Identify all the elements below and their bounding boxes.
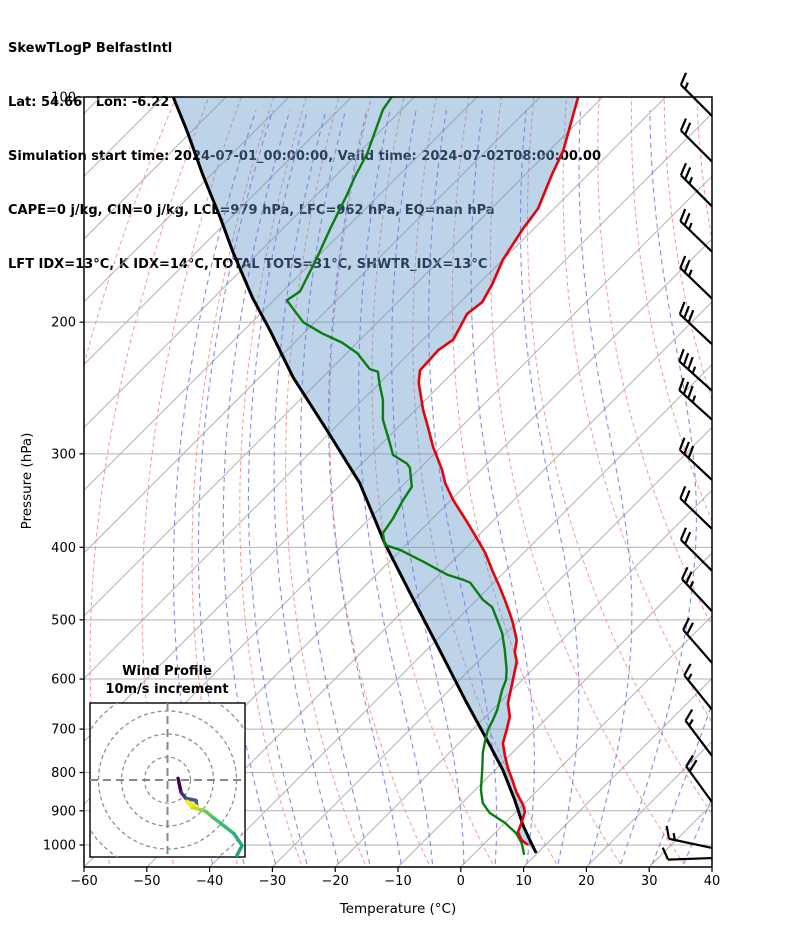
hodograph-inset bbox=[89, 702, 246, 858]
svg-text:1000: 1000 bbox=[43, 839, 76, 854]
svg-text:600: 600 bbox=[51, 673, 76, 688]
svg-text:700: 700 bbox=[51, 723, 76, 738]
svg-text:100: 100 bbox=[51, 91, 76, 106]
stability-indices: LFT IDX=13°C, K IDX=14°C, TOTAL TOTS=31°… bbox=[8, 257, 487, 272]
plot-frame: −60 −50 −40 −30 −20 −10 0 10 20 30 40 100 200 300 400 5… bbox=[43, 91, 720, 890]
parcel-curve bbox=[171, 97, 538, 854]
x-axis-label: Temperature (°C) bbox=[339, 901, 457, 917]
svg-text:−60: −60 bbox=[70, 874, 97, 889]
svg-text:10: 10 bbox=[515, 874, 532, 889]
dewpoint-curve bbox=[285, 97, 526, 856]
cape-shading bbox=[173, 97, 579, 853]
cape-indices: CAPE=0 j/kg, CIN=0 j/kg, LCL=979 hPa, LF… bbox=[8, 203, 495, 218]
svg-text:−20: −20 bbox=[321, 874, 348, 889]
svg-text:0: 0 bbox=[457, 874, 465, 889]
dry-adiabats bbox=[84, 97, 712, 865]
svg-text:800: 800 bbox=[51, 766, 76, 781]
svg-text:900: 900 bbox=[51, 804, 76, 819]
hodograph-title: Wind Profile bbox=[122, 664, 212, 679]
svg-text:−10: −10 bbox=[384, 874, 411, 889]
svg-text:−30: −30 bbox=[259, 874, 286, 889]
svg-text:20: 20 bbox=[578, 874, 595, 889]
y-axis-label: Pressure (hPa) bbox=[19, 432, 35, 530]
svg-text:−50: −50 bbox=[133, 874, 160, 889]
temperature-curve bbox=[417, 97, 580, 847]
chart-title: SkewTLogP BelfastIntl bbox=[8, 41, 173, 56]
svg-text:−40: −40 bbox=[196, 874, 223, 889]
chart-header: SkewTLogP BelfastIntl Lat: 54.66 Lon: -6… bbox=[8, 4, 601, 310]
profiles bbox=[171, 97, 580, 856]
hodograph-subtitle: 10m/s increment bbox=[105, 682, 229, 697]
svg-text:500: 500 bbox=[51, 613, 76, 628]
wind-barbs bbox=[661, 72, 713, 861]
svg-text:200: 200 bbox=[51, 316, 76, 331]
sim-times: Simulation start time: 2024-07-01_00:00:… bbox=[8, 149, 601, 164]
svg-text:40: 40 bbox=[704, 874, 721, 889]
svg-text:400: 400 bbox=[51, 541, 76, 556]
svg-text:30: 30 bbox=[641, 874, 658, 889]
lat-lon: Lat: 54.66 Lon: -6.22 bbox=[8, 95, 170, 110]
svg-text:300: 300 bbox=[51, 447, 76, 462]
